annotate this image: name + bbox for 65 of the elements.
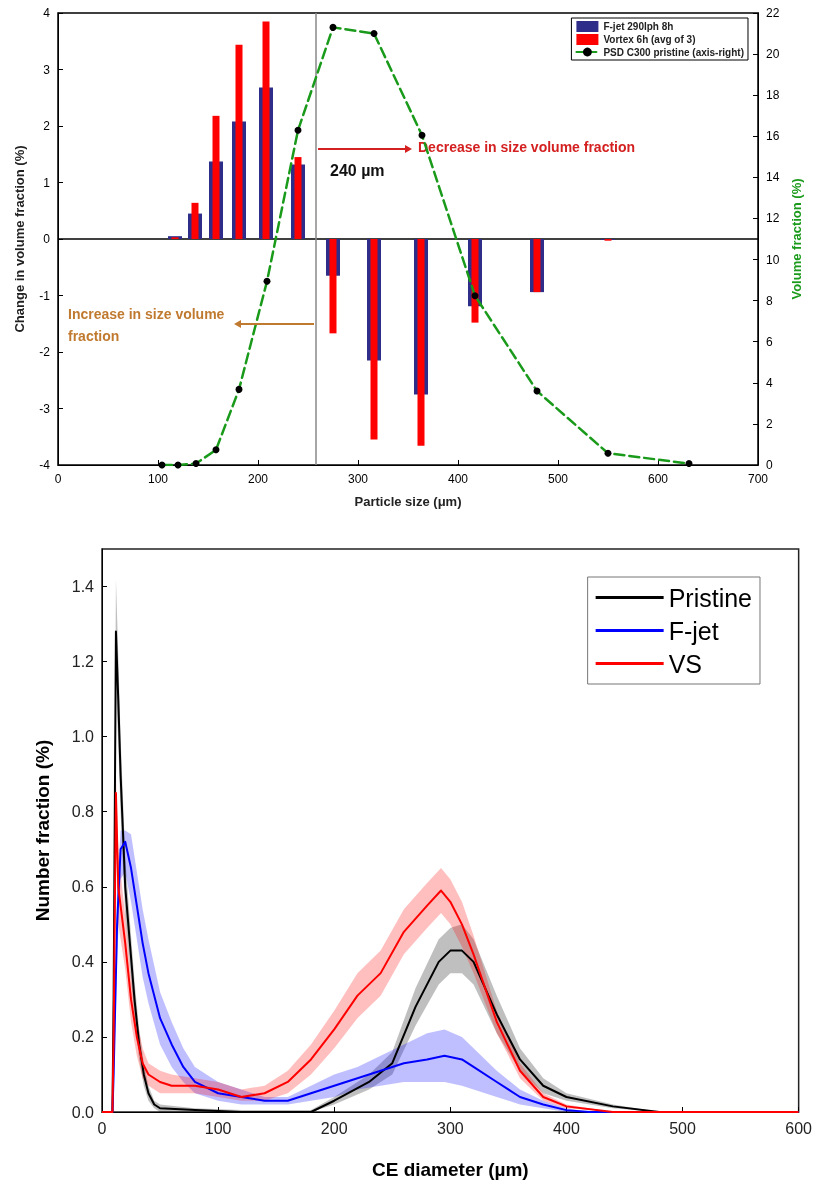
x-tick-label: 100 bbox=[204, 1119, 232, 1137]
y-tick-label: 0 bbox=[43, 232, 51, 246]
bar bbox=[417, 239, 425, 446]
x-axis-title: Particle size (μm) bbox=[354, 494, 462, 509]
bar bbox=[191, 202, 199, 239]
y-tick-label: 0.2 bbox=[71, 1028, 95, 1046]
x-tick-label: 400 bbox=[553, 1119, 580, 1137]
annotation: 240 µm bbox=[330, 161, 385, 179]
x-tick-label: 400 bbox=[447, 472, 469, 486]
y-tick-label: 2 bbox=[43, 119, 51, 133]
x-tick-label: 100 bbox=[147, 472, 169, 486]
x-tick-label: 500 bbox=[669, 1119, 696, 1137]
x-tick-label: 0 bbox=[54, 472, 62, 486]
y2-tick-label: 4 bbox=[766, 375, 773, 390]
x-tick-label: 300 bbox=[436, 1119, 464, 1137]
bar bbox=[329, 239, 337, 334]
y2-tick-label: 10 bbox=[766, 252, 780, 267]
y-tick-label: 1.4 bbox=[71, 578, 95, 596]
bar bbox=[294, 157, 302, 239]
bar bbox=[212, 115, 220, 239]
x-tick-label: 200 bbox=[247, 472, 269, 486]
x-tick-label: 500 bbox=[547, 472, 569, 486]
y-tick-label: 0.6 bbox=[71, 878, 95, 896]
y2-tick-label: 14 bbox=[766, 170, 780, 185]
x-tick-label: 600 bbox=[785, 1119, 813, 1137]
y-axis-title: Number fraction (%) bbox=[32, 739, 53, 922]
y2-tick-label: 6 bbox=[766, 334, 773, 349]
y2-tick-label: 8 bbox=[766, 293, 773, 308]
annotation: Increase in size volume fraction bbox=[68, 305, 229, 344]
legend-label: Vortex 6h (avg of 3) bbox=[603, 34, 696, 45]
legend-label: Pristine bbox=[668, 583, 753, 612]
y2-tick-label: 22 bbox=[766, 6, 780, 20]
y-tick-label: -2 bbox=[39, 345, 51, 359]
y2-tick-label: 2 bbox=[766, 416, 773, 431]
y-tick-label: 1.0 bbox=[71, 728, 95, 746]
x-axis-title: CE diameter (µm) bbox=[372, 1159, 529, 1180]
x-tick-label: 700 bbox=[747, 472, 769, 486]
y2-tick-label: 18 bbox=[766, 88, 780, 103]
legend-label: VS bbox=[668, 649, 702, 678]
y-axis-title: Change in volume fraction (%) bbox=[12, 145, 27, 333]
x-tick-label: 200 bbox=[320, 1119, 348, 1137]
y2-tick-label: 16 bbox=[766, 129, 780, 144]
y-tick-label: -1 bbox=[39, 288, 51, 303]
y-tick-label: -4 bbox=[39, 458, 51, 472]
y-tick-label: 1.2 bbox=[71, 653, 95, 671]
y-tick-label: 0.0 bbox=[71, 1103, 95, 1121]
x-tick-label: 300 bbox=[347, 472, 369, 486]
y-tick-label: 1 bbox=[43, 175, 51, 190]
y2-tick-label: 12 bbox=[766, 211, 780, 226]
bar bbox=[370, 239, 378, 440]
x-tick-label: 600 bbox=[647, 472, 669, 486]
y-tick-label: -3 bbox=[39, 401, 51, 416]
y-tick-label: 0.8 bbox=[71, 803, 95, 821]
y2-axis-title: Volume fraction (%) bbox=[789, 178, 805, 300]
bar bbox=[262, 21, 270, 239]
y2-tick-label: 20 bbox=[766, 47, 780, 62]
x-tick-label: 0 bbox=[97, 1119, 107, 1137]
bar bbox=[235, 44, 243, 239]
legend-label: F-jet 290lph 8h bbox=[603, 21, 674, 32]
y2-tick-label: 0 bbox=[766, 458, 773, 472]
legend-label: PSD C300 pristine (axis-right) bbox=[603, 46, 744, 58]
y-tick-label: 0.4 bbox=[71, 953, 95, 971]
y-tick-label: 4 bbox=[43, 6, 51, 20]
y-tick-label: 3 bbox=[43, 62, 51, 77]
legend-label: F-jet bbox=[668, 616, 719, 645]
